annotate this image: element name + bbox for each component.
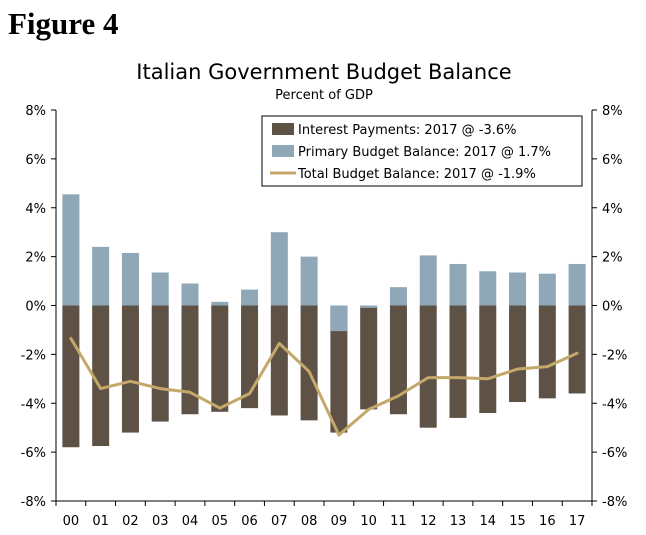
x-tick-label: 00 (63, 514, 80, 529)
x-tick-label: 04 (182, 514, 199, 529)
primary-bar (479, 271, 497, 306)
y-tick-label-right: -8% (602, 495, 627, 510)
legend-label: Primary Budget Balance: 2017 @ 1.7% (298, 145, 551, 160)
interest-bar (121, 305, 139, 433)
y-tick-label-right: 6% (602, 153, 623, 168)
interest-bar (62, 305, 80, 448)
x-tick-label: 05 (212, 514, 229, 529)
primary-bar (419, 255, 437, 306)
primary-bar (62, 194, 80, 306)
primary-bar (509, 272, 527, 306)
interest-bar (568, 305, 586, 394)
primary-bar (360, 305, 378, 308)
x-tick-label: 07 (271, 514, 288, 529)
x-tick-label: 16 (539, 514, 556, 529)
interest-bar (509, 305, 527, 403)
legend-box (261, 115, 583, 187)
y-tick-label-left: 4% (25, 202, 46, 217)
y-tick-label-left: -4% (21, 397, 46, 412)
primary-bar (241, 289, 259, 306)
interest-bar (300, 305, 318, 421)
x-tick-label: 12 (420, 514, 437, 529)
y-tick-label-left: 6% (25, 153, 46, 168)
y-tick-label-left: 8% (25, 104, 46, 119)
x-tick-label: 14 (480, 514, 497, 529)
x-tick-label: 13 (450, 514, 467, 529)
chart-title: Italian Government Budget Balance (136, 60, 511, 84)
interest-bar (211, 305, 229, 412)
y-tick-label-right: -4% (602, 397, 627, 412)
y-tick-label-left: -2% (21, 348, 46, 363)
primary-bar (330, 305, 348, 332)
interest-bar (330, 305, 348, 433)
x-tick-label: 03 (152, 514, 169, 529)
interest-bar (92, 305, 110, 447)
y-tick-label-right: -2% (602, 348, 627, 363)
primary-bar (151, 272, 169, 306)
y-tick-label-right: 2% (602, 251, 623, 266)
interest-bar (241, 305, 259, 409)
primary-bar (121, 252, 139, 306)
y-tick-label-left: 2% (25, 251, 46, 266)
primary-bar (449, 263, 467, 306)
x-tick-label: 06 (241, 514, 258, 529)
x-tick-label: 10 (360, 514, 377, 529)
primary-bar (538, 273, 556, 306)
legend-label: Interest Payments: 2017 @ -3.6% (298, 123, 517, 138)
figure-label: Figure 4 (8, 6, 119, 41)
primary-bar (211, 301, 229, 306)
interest-bar (538, 305, 556, 399)
x-tick-label: 08 (301, 514, 318, 529)
interest-bar (389, 305, 407, 415)
legend-swatch-primary (272, 145, 294, 157)
interest-bar (181, 305, 199, 415)
interest-bar (151, 305, 169, 422)
x-tick-label: 01 (92, 514, 109, 529)
primary-bar (300, 256, 318, 306)
interest-bar (479, 305, 497, 414)
x-tick-label: 15 (509, 514, 526, 529)
y-tick-label-right: 0% (602, 300, 623, 315)
primary-bar (568, 263, 586, 306)
x-tick-label: 09 (331, 514, 348, 529)
interest-bar (360, 305, 378, 410)
interest-bar (270, 305, 288, 416)
x-tick-label: 02 (122, 514, 139, 529)
legend-label: Total Budget Balance: 2017 @ -1.9% (297, 167, 536, 182)
y-tick-label-left: -6% (21, 446, 46, 461)
y-tick-label-right: 8% (602, 104, 623, 119)
interest-bar (449, 305, 467, 418)
y-tick-label-left: 0% (25, 300, 46, 315)
y-tick-label-left: -8% (21, 495, 46, 510)
legend-swatch-interest (272, 123, 294, 135)
x-tick-label: 11 (390, 514, 407, 529)
primary-bar (270, 232, 288, 306)
x-tick-label: 17 (569, 514, 586, 529)
primary-bar (389, 287, 407, 306)
primary-bar (92, 246, 110, 306)
interest-bar (419, 305, 437, 428)
primary-bar (181, 283, 199, 306)
y-tick-label-right: 4% (602, 202, 623, 217)
y-tick-label-right: -6% (602, 446, 627, 461)
total-balance-line (69, 337, 579, 437)
chart-subtitle: Percent of GDP (275, 88, 373, 103)
